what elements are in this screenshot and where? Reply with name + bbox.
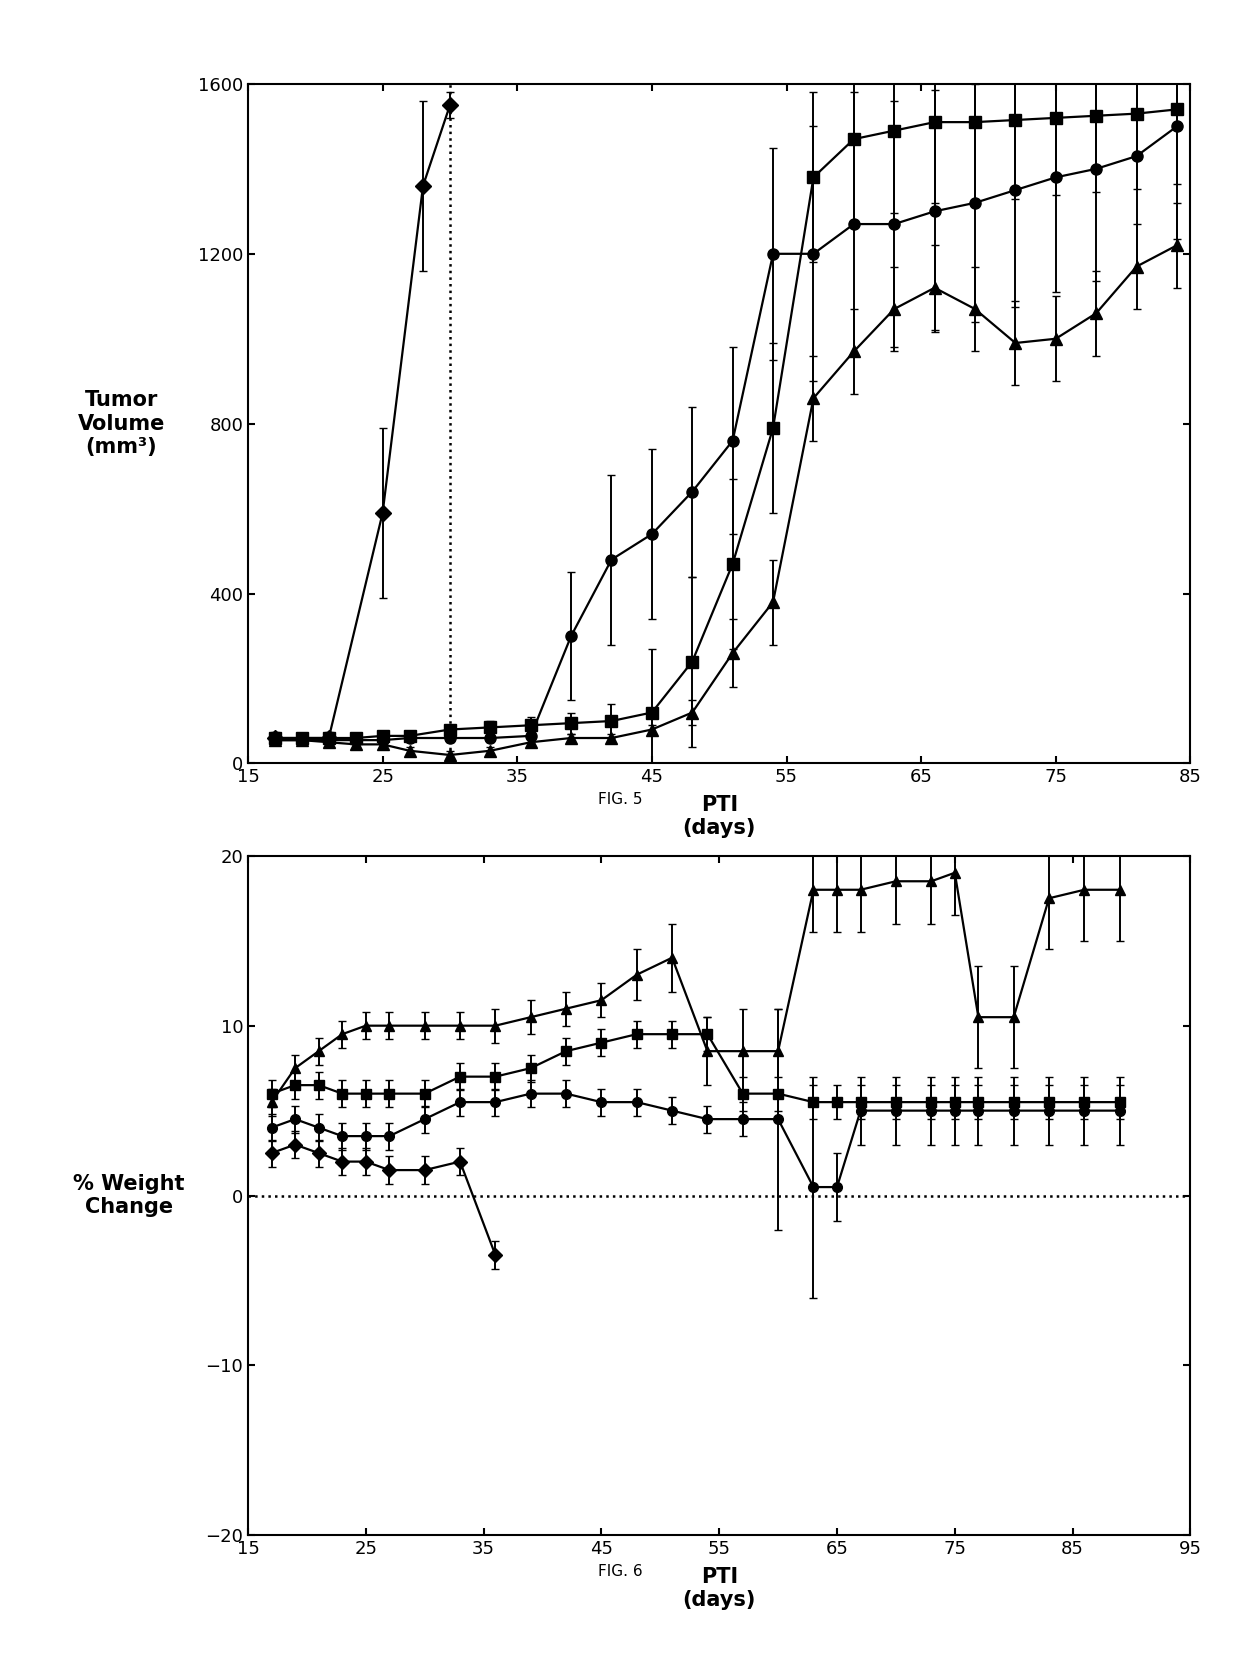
Text: FIG. 5: FIG. 5: [598, 792, 642, 807]
Y-axis label: % Weight
Change: % Weight Change: [73, 1175, 185, 1217]
X-axis label: PTI
(days): PTI (days): [682, 795, 756, 837]
Y-axis label: Tumor
Volume
(mm³): Tumor Volume (mm³): [78, 391, 165, 456]
Text: FIG. 6: FIG. 6: [598, 1564, 642, 1579]
X-axis label: PTI
(days): PTI (days): [682, 1567, 756, 1609]
